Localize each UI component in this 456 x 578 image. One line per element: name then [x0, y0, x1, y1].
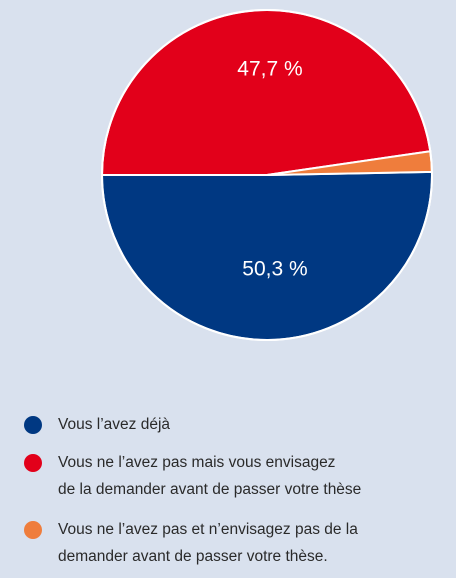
legend-label: Vous ne l’avez pas et n’envisagez pas de… — [58, 521, 358, 538]
value-label: 50,3 % — [242, 258, 307, 281]
legend-label: de la demander avant de passer votre thè… — [58, 481, 361, 498]
legend-label: demander avant de passer votre thèse. — [58, 548, 328, 565]
legend-label: Vous l’avez déjà — [58, 416, 170, 433]
legend-label: Vous ne l’avez pas mais vous envisagez — [58, 454, 335, 471]
legend-marker — [24, 454, 42, 472]
value-label: 47,7 % — [237, 58, 302, 81]
legend-marker — [24, 521, 42, 539]
pie-outline — [101, 9, 433, 341]
legend-marker — [24, 416, 42, 434]
